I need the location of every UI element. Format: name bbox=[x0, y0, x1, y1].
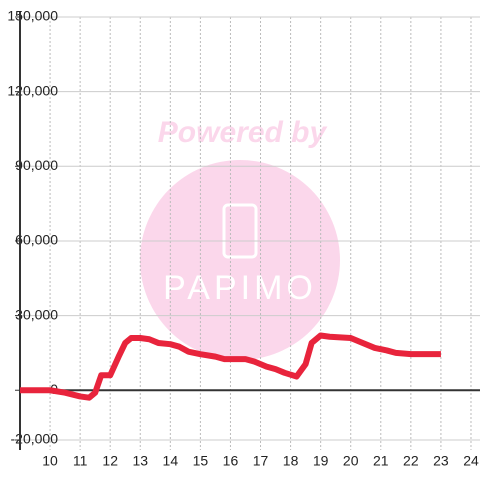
y-tick-label: 30,000 bbox=[15, 306, 58, 322]
x-tick-label: 16 bbox=[223, 453, 239, 469]
x-tick-label: 23 bbox=[433, 453, 449, 469]
x-tick-label: 24 bbox=[463, 453, 479, 469]
x-tick-label: 19 bbox=[313, 453, 329, 469]
watermark: Powered by PAPIMO bbox=[140, 116, 340, 360]
watermark-icon bbox=[222, 203, 258, 259]
y-tick-label: 90,000 bbox=[15, 157, 58, 173]
watermark-brand: PAPIMO bbox=[163, 269, 317, 307]
y-tick-label: 150,000 bbox=[7, 8, 58, 24]
x-tick-label: 14 bbox=[163, 453, 179, 469]
x-tick-label: 17 bbox=[253, 453, 269, 469]
x-tick-label: 22 bbox=[403, 453, 419, 469]
x-tick-label: 20 bbox=[343, 453, 359, 469]
watermark-circle bbox=[140, 160, 340, 360]
data-line bbox=[20, 332, 441, 401]
y-tick-label: 60,000 bbox=[15, 232, 58, 248]
x-tick-label: 11 bbox=[73, 453, 88, 469]
x-tick-label: 18 bbox=[283, 453, 299, 469]
y-tick-label: -20,000 bbox=[11, 431, 59, 447]
watermark-title: Powered by bbox=[158, 116, 328, 149]
x-tick-label: 10 bbox=[42, 453, 58, 469]
y-tick-label: 120,000 bbox=[7, 82, 58, 98]
x-tick-label: 12 bbox=[102, 453, 118, 469]
x-tick-label: 21 bbox=[373, 453, 389, 469]
x-tick-label: 15 bbox=[193, 453, 209, 469]
x-tick-label: 13 bbox=[132, 453, 148, 469]
